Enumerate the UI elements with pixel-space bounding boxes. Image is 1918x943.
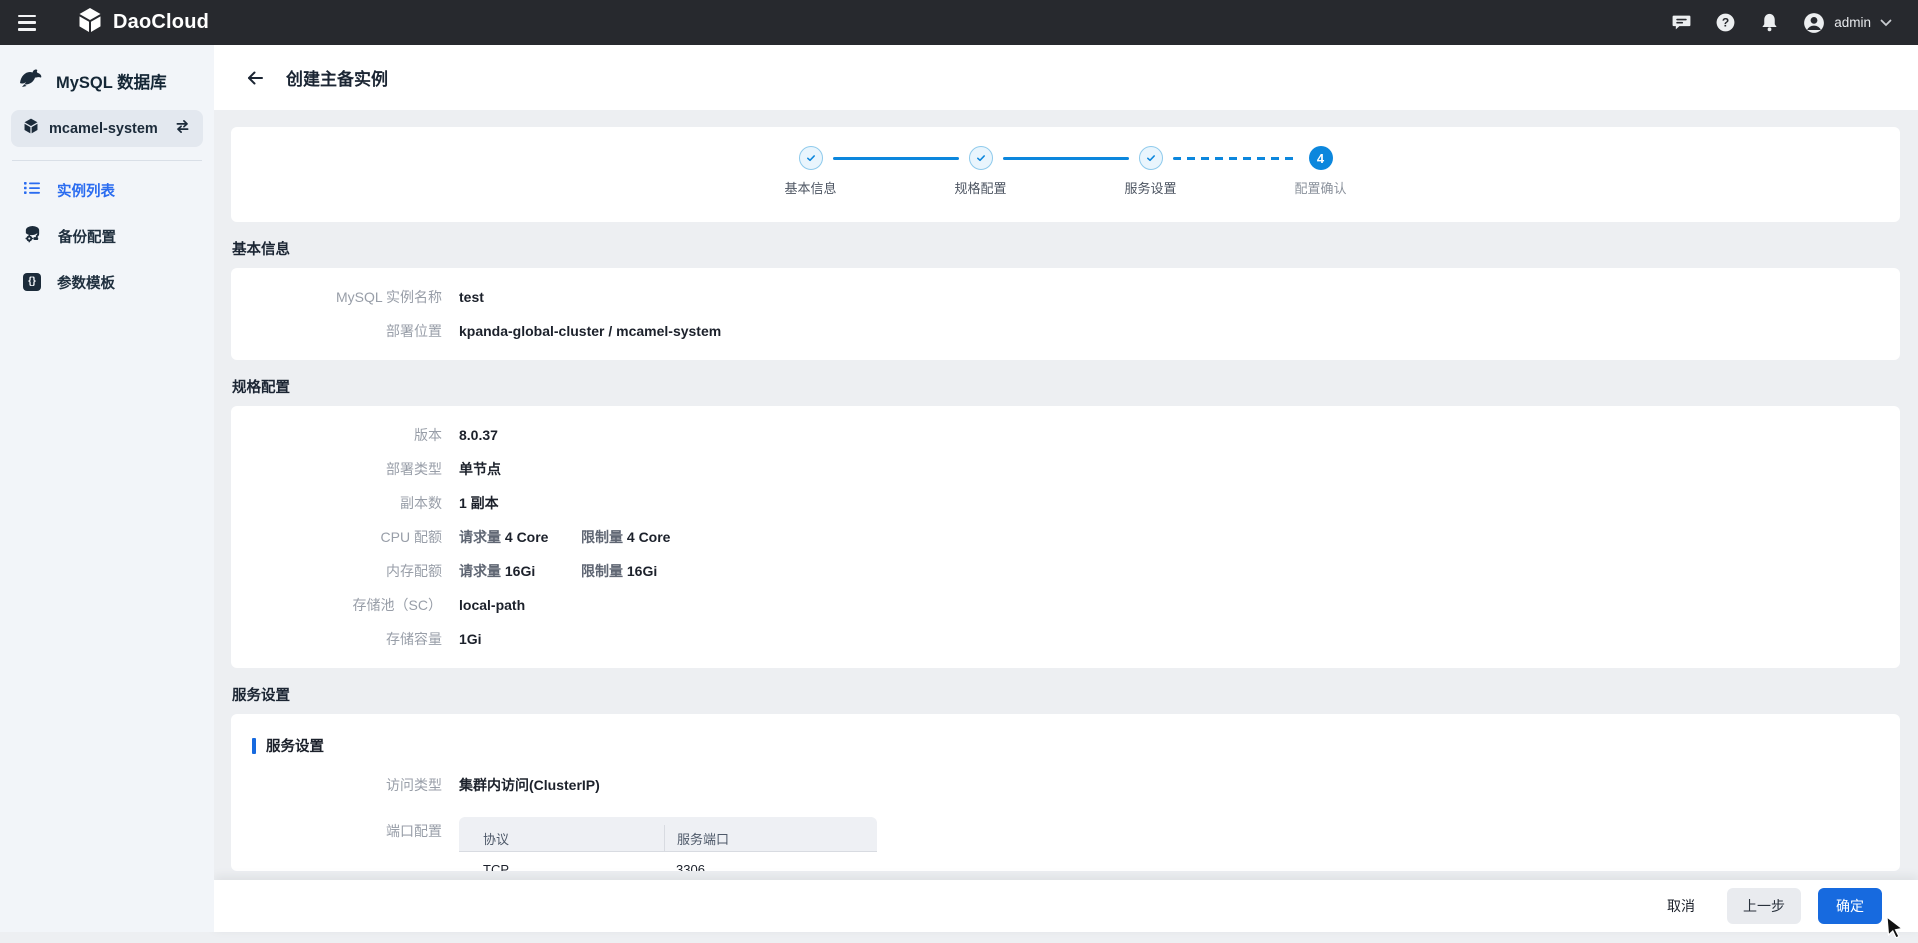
sidebar-item-backup-config[interactable]: 备份配置	[0, 213, 214, 259]
daocloud-cube-icon	[77, 7, 103, 38]
user-menu[interactable]: admin	[1803, 12, 1892, 34]
action-footer: 取消 上一步 确定	[214, 880, 1918, 932]
port-config-row: 端口配置 协议 服务端口 TCP 3306	[231, 817, 1900, 871]
sidebar-item-instance-list[interactable]: 实例列表	[0, 167, 214, 213]
field-row: 访问类型 集群内访问(ClusterIP)	[231, 768, 1900, 802]
cancel-button[interactable]: 取消	[1661, 890, 1701, 922]
field-row: 存储池（SC） local-path	[231, 588, 1900, 622]
field-value: test	[459, 289, 484, 305]
sidebar-title: MySQL 数据库	[0, 45, 214, 95]
backup-icon	[23, 225, 42, 248]
field-value: 1Gi	[459, 631, 482, 647]
field-label: 部署类型	[231, 459, 442, 479]
field-label: 端口配置	[231, 817, 442, 841]
field-label: 副本数	[231, 493, 442, 513]
sidebar-item-label: 备份配置	[58, 226, 116, 247]
step-basic-info[interactable]: 基本信息	[799, 146, 823, 170]
list-icon	[23, 179, 41, 201]
workspace-name: mcamel-system	[49, 121, 164, 137]
field-row: 部署类型 单节点	[231, 452, 1900, 486]
section-title-service-settings: 服务设置	[232, 684, 1900, 705]
field-label: 存储容量	[231, 629, 442, 649]
field-value: 单节点	[459, 459, 501, 479]
sidebar-item-parameter-template[interactable]: {} 参数模板	[0, 259, 214, 305]
help-icon[interactable]: ?	[1715, 12, 1736, 33]
check-icon	[804, 151, 818, 165]
page-title: 创建主备实例	[286, 65, 388, 90]
switch-workspace-icon[interactable]	[174, 119, 191, 139]
check-icon	[1144, 151, 1158, 165]
avatar-icon	[1803, 12, 1825, 34]
brand-name: DaoCloud	[113, 11, 209, 34]
topbar: DaoCloud ? admin	[0, 0, 1918, 45]
field-value: 8.0.37	[459, 427, 498, 443]
main-content: 创建主备实例 基本信息 规格配置 服务设置	[214, 45, 1918, 932]
step-connector	[833, 157, 959, 160]
confirm-button[interactable]: 确定	[1818, 888, 1882, 924]
field-label: 版本	[231, 425, 442, 445]
cell-service-port: 3306	[664, 862, 877, 872]
port-table-header: 协议 服务端口	[459, 825, 877, 852]
field-row: MySQL 实例名称 test	[231, 280, 1900, 314]
field-label: 访问类型	[231, 775, 442, 795]
check-icon	[974, 151, 988, 165]
spec-config-card: 版本 8.0.37 部署类型 单节点 副本数 1 副本 CPU 配额 请求量 4…	[231, 406, 1900, 668]
sidebar: MySQL 数据库 mcamel-system 实例列表 备份配置 {} 参数模…	[0, 45, 214, 932]
page-body: 基本信息 规格配置 服务设置 4 配置确认 基本信息	[214, 110, 1918, 880]
field-row: 存储容量 1Gi	[231, 622, 1900, 656]
message-icon[interactable]	[1671, 12, 1692, 33]
previous-step-button[interactable]: 上一步	[1727, 888, 1801, 924]
section-title-basic-info: 基本信息	[232, 238, 1900, 259]
field-value: kpanda-global-cluster / mcamel-system	[459, 323, 721, 339]
field-value: 集群内访问(ClusterIP)	[459, 775, 600, 795]
workspace-cube-icon	[23, 118, 39, 139]
sidebar-divider	[12, 160, 202, 161]
page-header: 创建主备实例	[214, 45, 1918, 110]
svg-text:?: ?	[1722, 16, 1729, 30]
port-table: 协议 服务端口 TCP 3306	[459, 817, 877, 871]
col-header-protocol: 协议	[459, 825, 664, 851]
accent-bar	[252, 738, 256, 754]
chevron-down-icon	[1880, 19, 1892, 27]
section-title-spec-config: 规格配置	[232, 376, 1900, 397]
field-label: 内存配额	[231, 561, 442, 581]
sidebar-item-label: 参数模板	[57, 272, 115, 293]
field-label: 部署位置	[231, 321, 442, 341]
service-settings-card: 服务设置 访问类型 集群内访问(ClusterIP) 端口配置 协议 服务端口 …	[231, 714, 1900, 871]
field-label: 存储池（SC）	[231, 595, 442, 615]
workspace-selector[interactable]: mcamel-system	[11, 110, 203, 147]
menu-icon[interactable]	[18, 15, 40, 31]
braces-icon: {}	[23, 273, 41, 291]
username: admin	[1834, 15, 1871, 30]
step-service-settings[interactable]: 服务设置	[1139, 146, 1163, 170]
brand-logo: DaoCloud	[77, 7, 209, 38]
field-label: CPU 配额	[231, 527, 442, 547]
step-connector	[1003, 157, 1129, 160]
col-header-service-port: 服务端口	[664, 825, 877, 851]
field-row: 部署位置 kpanda-global-cluster / mcamel-syst…	[231, 314, 1900, 348]
sidebar-item-label: 实例列表	[57, 180, 115, 201]
bell-icon[interactable]	[1759, 12, 1780, 33]
basic-info-card: MySQL 实例名称 test 部署位置 kpanda-global-clust…	[231, 268, 1900, 360]
mysql-dolphin-icon	[18, 66, 44, 95]
field-row: 版本 8.0.37	[231, 418, 1900, 452]
field-value: local-path	[459, 597, 525, 613]
service-subsection-header: 服务设置	[252, 735, 1900, 756]
field-value: 1 副本	[459, 493, 499, 513]
step-spec-config[interactable]: 规格配置	[969, 146, 993, 170]
port-table-row: TCP 3306	[459, 852, 877, 871]
field-row: 副本数 1 副本	[231, 486, 1900, 520]
stepper: 基本信息 规格配置 服务设置 4 配置确认	[231, 127, 1900, 222]
cell-protocol: TCP	[459, 862, 664, 872]
field-label: MySQL 实例名称	[231, 287, 442, 307]
step-confirm[interactable]: 4 配置确认	[1309, 146, 1333, 170]
step-connector-dashed	[1173, 157, 1299, 160]
back-arrow-icon[interactable]	[245, 68, 265, 88]
